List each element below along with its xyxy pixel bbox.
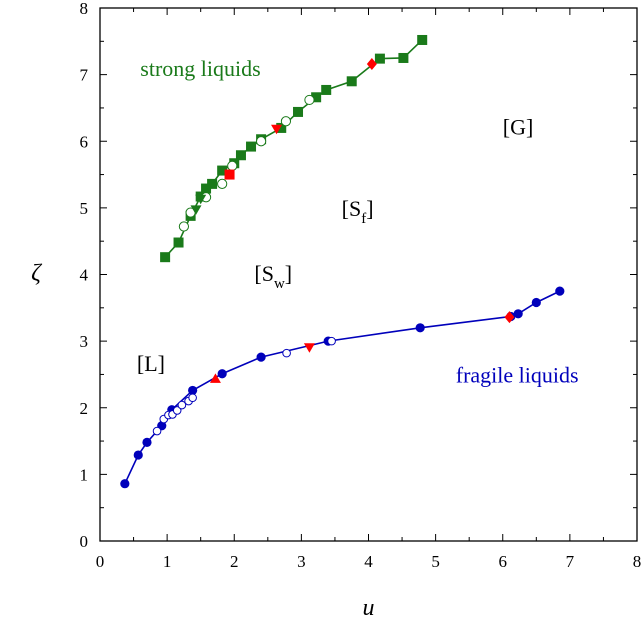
data-point [271, 124, 283, 135]
data-point [504, 311, 515, 324]
y-tick-label: 6 [80, 132, 89, 151]
data-point [321, 84, 332, 95]
data-point [555, 286, 565, 296]
data-point [256, 136, 267, 147]
data-point [513, 309, 523, 319]
x-axis-label: u [363, 595, 375, 621]
data-point [346, 76, 357, 87]
data-point [195, 194, 207, 205]
data-point [276, 122, 287, 133]
data-point [209, 373, 221, 383]
x-tick-label: 5 [431, 552, 440, 571]
y-axis-label: ζ [31, 261, 43, 287]
x-tick-label: 3 [297, 552, 306, 571]
data-point [173, 237, 184, 248]
data-point [142, 437, 152, 447]
data-point [224, 169, 235, 180]
data-point [160, 252, 171, 263]
data-point [217, 178, 228, 189]
y-tick-label: 4 [80, 266, 89, 285]
data-point [415, 323, 425, 333]
data-point [177, 400, 187, 410]
annotation: [Sf] [342, 196, 374, 227]
data-point [201, 183, 212, 194]
data-point [120, 479, 130, 489]
data-point [303, 343, 315, 353]
y-tick-label: 0 [80, 532, 89, 551]
data-point [235, 150, 246, 161]
x-tick-label: 7 [566, 552, 575, 571]
x-tick-label: 8 [633, 552, 641, 571]
y-tick-label: 1 [80, 465, 89, 484]
data-point [188, 385, 198, 396]
data-point [188, 393, 197, 403]
data-point [227, 160, 238, 172]
y-tick-label: 5 [80, 199, 89, 218]
data-point [311, 92, 322, 103]
data-point [417, 34, 428, 45]
annotation: strong liquids [140, 56, 260, 81]
data-point [280, 116, 292, 127]
data-point [531, 297, 541, 308]
annotation: [G] [503, 115, 534, 140]
data-point [217, 165, 228, 176]
annotation: [Sw] [254, 261, 292, 292]
y-tick-label: 7 [80, 66, 89, 85]
x-tick-label: 1 [163, 552, 172, 571]
data-point [304, 94, 315, 106]
data-point [217, 369, 227, 379]
plot-layer: 0 1 2 3 4 5 6 7 8 0 1 2 3 4 5 6 7 8 u ζ strong liquids fragil… [31, 0, 641, 621]
data-point [327, 336, 336, 346]
plot-frame [99, 7, 638, 542]
y-tick-label: 3 [80, 332, 89, 351]
x-tick-label: 6 [499, 552, 508, 571]
data-point [246, 141, 257, 152]
data-point [207, 178, 218, 189]
data-point [178, 221, 190, 232]
data-point [133, 450, 143, 460]
data-point [152, 426, 162, 436]
x-tick-label: 2 [230, 552, 239, 571]
data-point [282, 348, 291, 358]
data-point [190, 205, 202, 215]
data-point [172, 406, 182, 415]
data-point [256, 352, 266, 362]
data-point [366, 57, 377, 70]
y-tick-label: 8 [80, 0, 89, 18]
x-tick-label: 4 [364, 552, 373, 571]
data-point [293, 106, 304, 117]
annotation: [L] [137, 351, 165, 376]
y-tick-label: 2 [80, 399, 89, 418]
data-point [398, 52, 409, 63]
data-point [374, 53, 385, 64]
x-tick-label: 0 [96, 552, 105, 571]
annotation: fragile liquids [456, 362, 579, 387]
